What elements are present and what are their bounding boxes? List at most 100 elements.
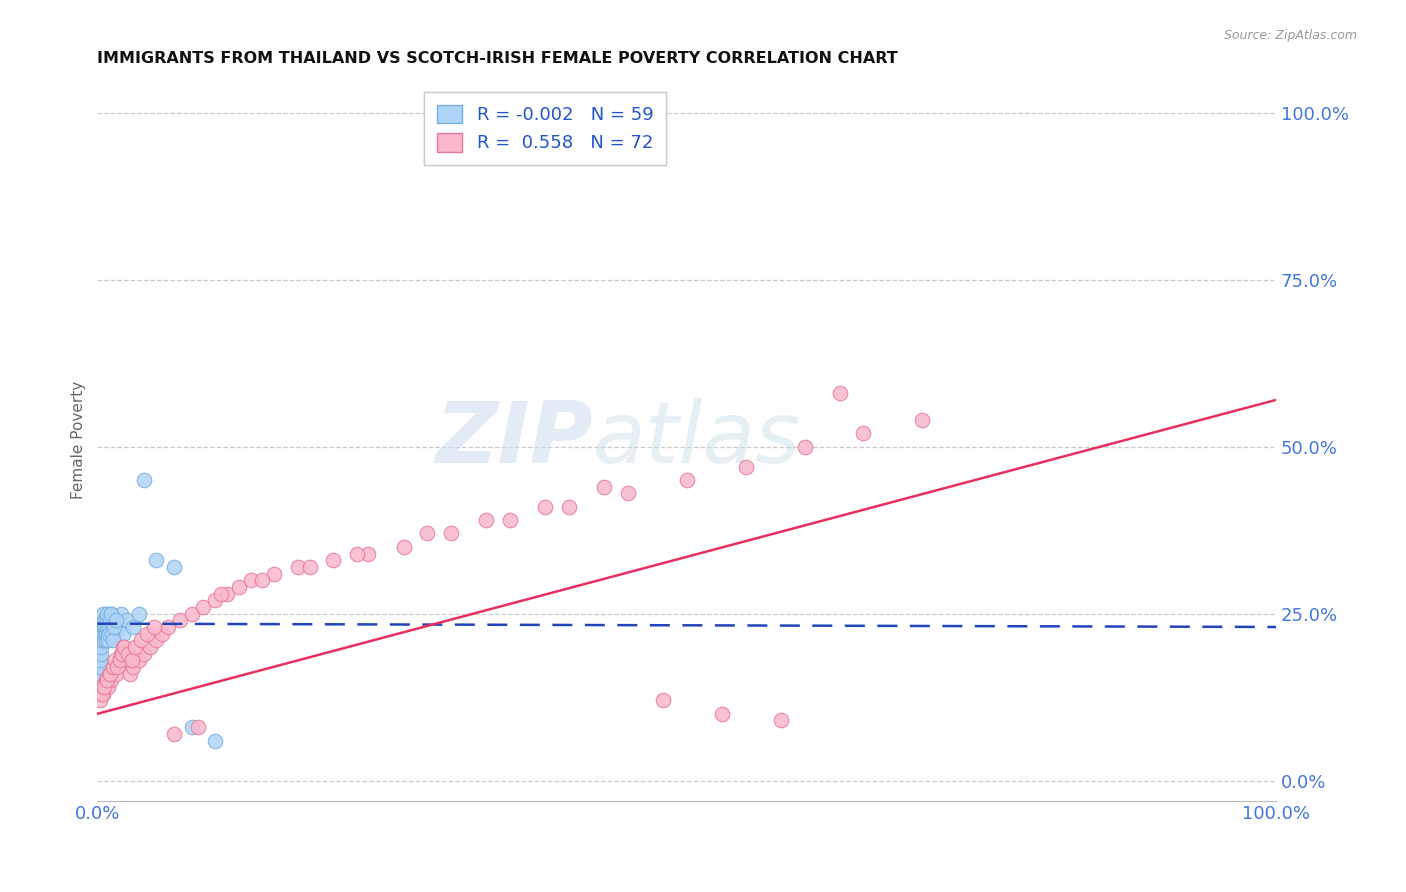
Point	[157, 620, 180, 634]
Point	[93, 620, 115, 634]
Point	[115, 653, 138, 667]
Point	[186, 720, 208, 734]
Point	[96, 607, 118, 621]
Point	[91, 626, 114, 640]
Point	[107, 620, 129, 634]
Point	[100, 673, 122, 688]
Point	[108, 653, 131, 667]
Point	[90, 626, 112, 640]
Point	[111, 647, 134, 661]
Point	[215, 586, 238, 600]
Point	[121, 620, 143, 634]
Point	[98, 620, 121, 634]
Point	[96, 613, 118, 627]
Point	[120, 666, 142, 681]
Point	[101, 626, 124, 640]
Point	[100, 607, 122, 621]
Point	[97, 626, 120, 640]
Point	[104, 613, 127, 627]
Point	[440, 526, 463, 541]
Point	[828, 386, 851, 401]
Point	[97, 680, 120, 694]
Point	[180, 607, 202, 621]
Point	[112, 640, 135, 654]
Point	[124, 640, 146, 654]
Point	[652, 693, 675, 707]
Point	[97, 633, 120, 648]
Point	[135, 626, 157, 640]
Point	[91, 687, 114, 701]
Point	[711, 706, 734, 721]
Point	[97, 626, 120, 640]
Point	[98, 613, 121, 627]
Point	[163, 727, 186, 741]
Point	[98, 666, 121, 681]
Point	[150, 626, 173, 640]
Point	[534, 500, 557, 514]
Point	[104, 626, 127, 640]
Point	[91, 633, 114, 648]
Point	[145, 553, 167, 567]
Point	[769, 714, 792, 728]
Point	[180, 720, 202, 734]
Point	[121, 660, 143, 674]
Point	[322, 553, 344, 567]
Point	[96, 607, 118, 621]
Point	[139, 640, 162, 654]
Point	[287, 560, 309, 574]
Point	[87, 680, 110, 694]
Point	[105, 666, 128, 681]
Point	[163, 560, 186, 574]
Point	[94, 620, 117, 634]
Point	[416, 526, 439, 541]
Point	[100, 607, 122, 621]
Point	[89, 660, 111, 674]
Point	[558, 500, 581, 514]
Point	[110, 647, 132, 661]
Point	[114, 640, 136, 654]
Point	[101, 613, 124, 627]
Point	[675, 473, 697, 487]
Point	[392, 540, 415, 554]
Point	[89, 620, 111, 634]
Point	[98, 666, 121, 681]
Point	[228, 580, 250, 594]
Point	[145, 633, 167, 648]
Point	[204, 593, 226, 607]
Point	[97, 620, 120, 634]
Point	[593, 480, 616, 494]
Point	[91, 613, 114, 627]
Point	[90, 613, 112, 627]
Point	[852, 426, 875, 441]
Point	[105, 660, 128, 674]
Text: IMMIGRANTS FROM THAILAND VS SCOTCH-IRISH FEMALE POVERTY CORRELATION CHART: IMMIGRANTS FROM THAILAND VS SCOTCH-IRISH…	[97, 51, 898, 66]
Point	[128, 653, 150, 667]
Point	[89, 666, 111, 681]
Point	[103, 660, 125, 674]
Point	[134, 473, 156, 487]
Text: Source: ZipAtlas.com: Source: ZipAtlas.com	[1223, 29, 1357, 43]
Text: atlas: atlas	[592, 399, 800, 482]
Point	[103, 620, 125, 634]
Point	[129, 633, 152, 648]
Point	[734, 459, 756, 474]
Point	[105, 613, 128, 627]
Point	[298, 560, 321, 574]
Point	[209, 586, 232, 600]
Point	[475, 513, 498, 527]
Point	[90, 633, 112, 648]
Point	[101, 660, 124, 674]
Point	[107, 653, 129, 667]
Text: ZIP: ZIP	[434, 399, 592, 482]
Point	[499, 513, 522, 527]
Point	[142, 620, 165, 634]
Point	[89, 653, 111, 667]
Point	[91, 607, 114, 621]
Point	[94, 633, 117, 648]
Point	[93, 613, 115, 627]
Point	[115, 613, 138, 627]
Point	[90, 680, 112, 694]
Point	[204, 733, 226, 747]
Point	[90, 647, 112, 661]
Y-axis label: Female Poverty: Female Poverty	[72, 381, 86, 500]
